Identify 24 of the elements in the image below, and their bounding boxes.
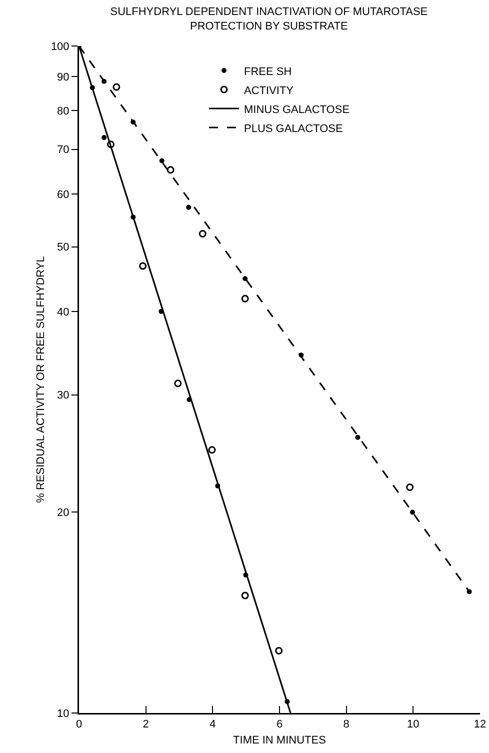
y-tick-label: 80 xyxy=(57,105,70,118)
x-axis-title: TIME IN MINUTES xyxy=(233,734,326,747)
x-tick-label: 6 xyxy=(276,718,283,731)
y-tick-label: 30 xyxy=(57,390,70,402)
x-tick-label: 12 xyxy=(474,718,486,731)
y-tick-label: 50 xyxy=(57,242,70,254)
legend-label: ACTIVITY xyxy=(244,84,294,97)
x-tick-label: 2 xyxy=(142,718,149,731)
legend-label: PLUS GALACTOSE xyxy=(244,122,343,135)
chart-title: SULFHYDRYL DEPENDENT INACTIVATION OF MUTAROTASE PROTECTION BY SUBSTRATE xyxy=(110,6,428,32)
y-tick-label: 60 xyxy=(57,188,70,201)
x-tick-label: 10 xyxy=(407,718,420,731)
x-tick-label: 8 xyxy=(343,718,350,731)
y-tick-label: 90 xyxy=(57,71,70,84)
y-axis-title: % RESIDUAL ACTIVITY OR FREE SULFHYDRYL xyxy=(34,256,47,503)
y-tick-label: 10 xyxy=(57,708,70,720)
legend-label: FREE SH xyxy=(244,66,292,78)
y-tick-label: 20 xyxy=(57,507,70,520)
y-tick-label: 70 xyxy=(57,144,70,156)
legend-label: MINUS GALACTOSE xyxy=(244,104,350,116)
y-tick-label: 40 xyxy=(57,306,70,318)
y-tick-label: 100 xyxy=(50,40,70,53)
x-tick-label: 0 xyxy=(76,718,82,731)
x-tick-label: 4 xyxy=(210,718,216,731)
